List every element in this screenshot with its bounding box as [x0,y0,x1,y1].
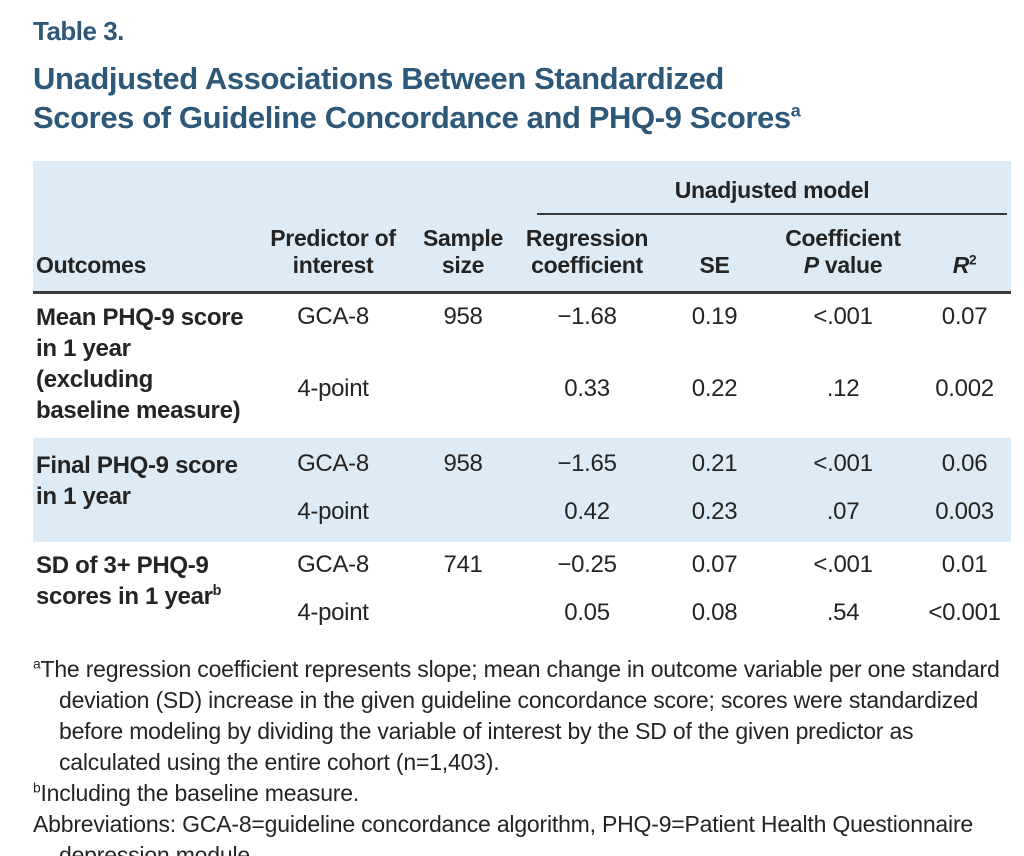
table-row: 4-point 0.42 0.23 .07 0.003 [33,489,1012,542]
r2-cell: 0.002 [935,375,994,403]
col-header-p-value: Coefficient P value [768,215,919,294]
se-cell: 0.07 [691,551,738,578]
table-title: Unadjusted Associations Between Standard… [33,59,1008,137]
table-row: 4-point 0.05 0.08 .54 <0.001 [33,590,1011,638]
r2-cell: 0.06 [918,438,1012,489]
table-title-line2: Scores of Guideline Concordance and PHQ-… [33,100,791,135]
coefficient-cell: −1.65 [513,438,662,489]
se-cell: 0.22 [691,375,738,403]
spanner-label: Unadjusted model [537,177,1008,215]
sample-size-cell: 958 [413,438,514,489]
predictor-cell: 4-point [297,375,369,403]
table-title-line1: Unadjusted Associations Between Standard… [33,61,724,96]
r2-cell: <0.001 [928,599,1001,626]
sample-size-cell: 958 [443,303,483,330]
table-row: Mean PHQ-9 score in 1 year (excluding ba… [33,293,1011,424]
sample-size-cell [413,489,514,542]
se-cell: 0.08 [691,599,738,626]
p-value-cell: .07 [768,489,919,542]
r-symbol: R [952,252,970,278]
footnote-b-marker: b [33,780,41,796]
p-value-cell: <.001 [813,551,873,578]
predictor-cell: 4-point [253,489,413,542]
outcome-cell-sd-phq9: SD of 3+ PHQ-9 scores in 1 yearb [36,552,222,610]
footnote-b: bIncluding the baseline measure. [33,780,360,806]
spanner-empty-cell [33,161,514,215]
se-cell: 0.23 [661,489,769,542]
table-body: Mean PHQ-9 score in 1 year (excluding ba… [33,293,1012,639]
abbreviations-note: Abbreviations: GCA-8=guideline concordan… [33,811,973,856]
se-cell: 0.19 [691,303,738,330]
p-value-cell: <.001 [813,303,873,330]
table-row: SD of 3+ PHQ-9 scores in 1 yearb GCA-8 7… [33,542,1011,610]
spanner-cell: Unadjusted model [513,161,1012,215]
p-value-cell: .12 [826,375,860,403]
results-table: Unadjusted model Outcomes Predictor of i… [33,161,1012,639]
coefficient-cell: 0.05 [564,599,610,626]
footnote-a-marker: a [33,656,41,672]
sample-size-cell [413,590,513,638]
table-title-footnote-marker: a [790,100,801,121]
outcome-cell-final-phq9: Final PHQ-9 score in 1 year [33,438,253,542]
coefficient-cell: −1.68 [557,303,617,330]
footnote-a: aThe regression coefficient represents s… [33,656,1000,775]
col-header-sample-size: Sample size [413,215,514,294]
col-header-se: SE [661,215,769,294]
predictor-cell: GCA-8 [297,303,369,330]
p-value-cell: .54 [826,599,860,626]
coefficient-cell: 0.42 [513,489,662,542]
p-symbol: P [803,252,819,278]
sample-size-cell [413,366,513,438]
outcome-footnote-marker: b [212,583,222,599]
r2-cell: 0.07 [941,303,988,330]
spanner-row: Unadjusted model [33,161,1012,215]
predictor-cell: 4-point [297,599,369,626]
footnotes: aThe regression coefficient represents s… [33,654,1013,856]
coefficient-cell: −0.25 [557,551,617,578]
se-cell: 0.21 [661,438,769,489]
sample-size-cell: 741 [443,551,483,578]
col-header-r-squared: R2 [918,215,1012,294]
table-number: Table 3. [33,16,124,46]
predictor-cell: GCA-8 [253,438,413,489]
r2-cell: 0.003 [918,489,1012,542]
col-header-predictor: Predictor of interest [253,215,413,294]
col-header-outcomes: Outcomes [33,215,253,294]
p-value-cell: <.001 [768,438,919,489]
column-header-row: Outcomes Predictor of interest Sample si… [33,215,1012,294]
predictor-cell: GCA-8 [297,551,369,578]
col-header-regression-coefficient: Regression coefficient [513,215,662,294]
coefficient-cell: 0.33 [564,375,610,403]
table-row: 4-point 0.33 0.22 .12 0.002 [33,366,1011,438]
table-row: Final PHQ-9 score in 1 year GCA-8 958 −1… [33,438,1012,542]
table-head: Unadjusted model Outcomes Predictor of i… [33,161,1012,294]
outcome-cell-mean-phq9: Mean PHQ-9 score in 1 year (excluding ba… [36,304,244,424]
r2-cell: 0.01 [941,551,988,578]
